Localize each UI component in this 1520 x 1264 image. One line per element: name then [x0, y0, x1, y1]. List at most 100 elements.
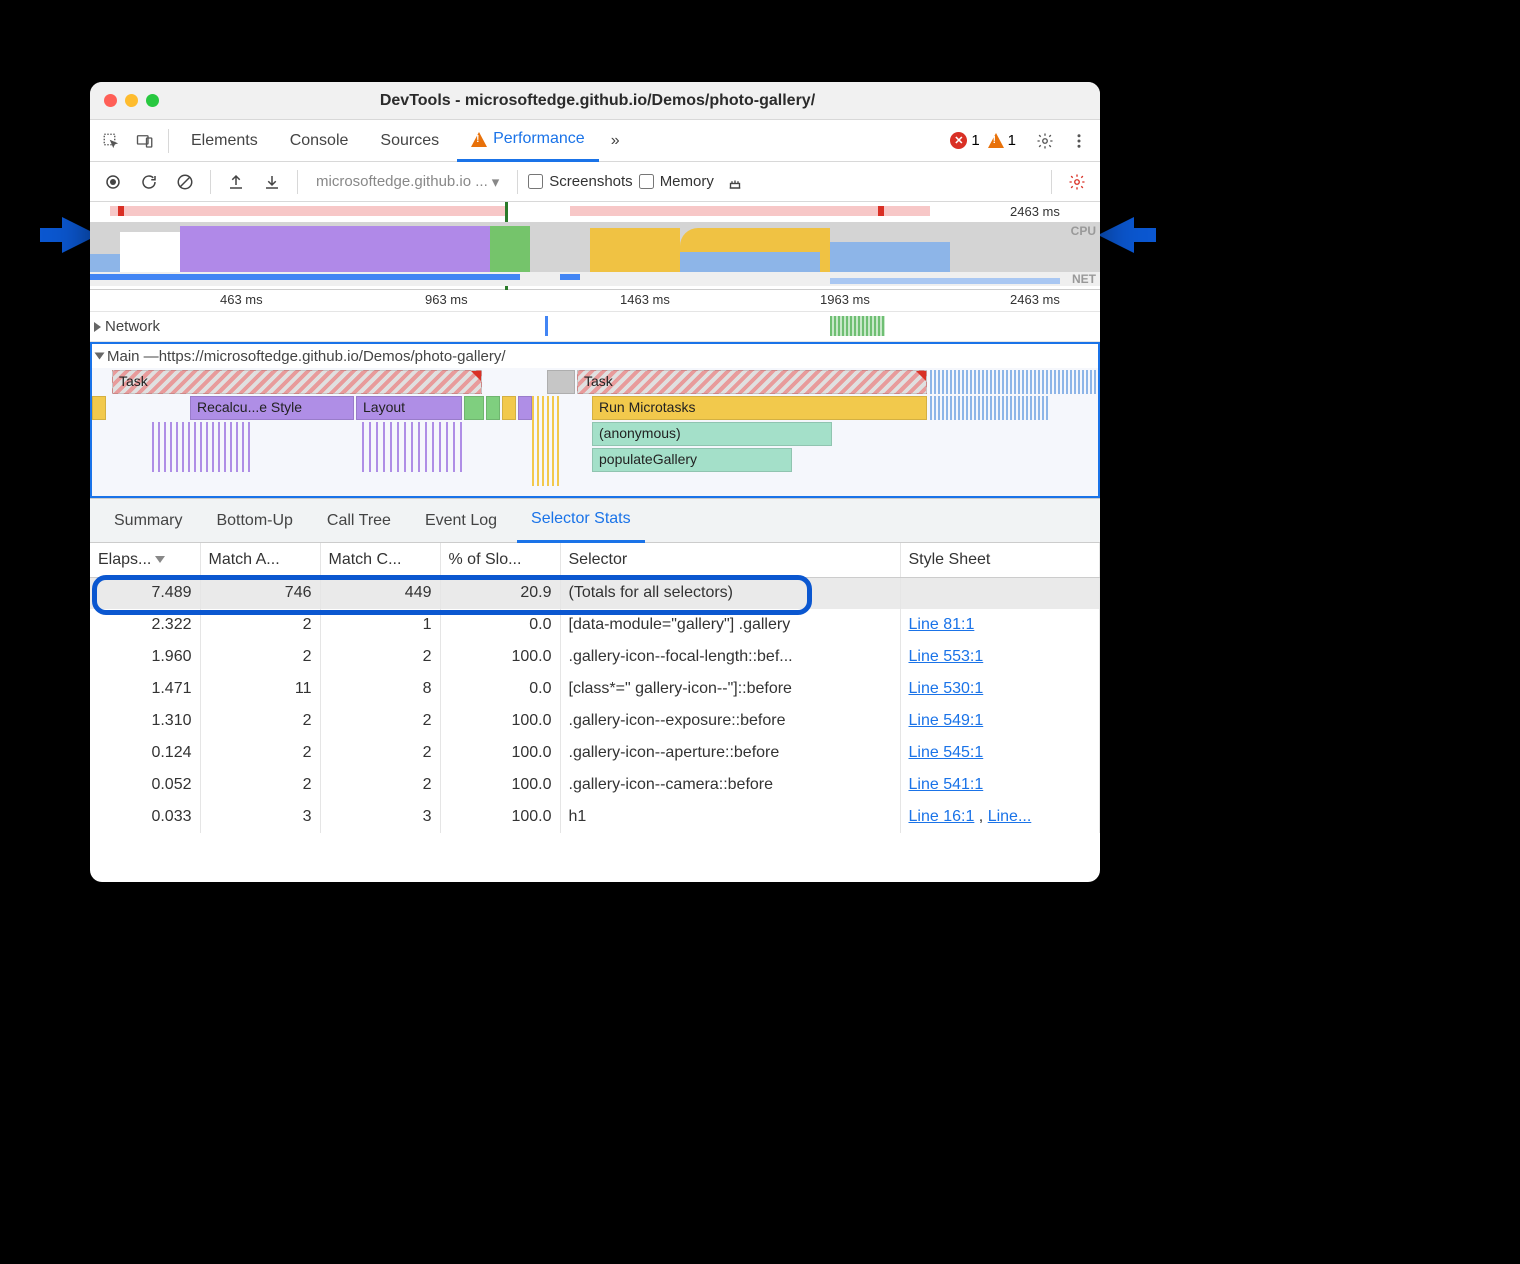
memory-checkbox[interactable]: Memory [639, 173, 714, 190]
cell-stylesheet[interactable]: Line 545:1 [900, 737, 1100, 769]
flame-stripes [532, 396, 562, 486]
flame-task[interactable]: Task [112, 370, 482, 394]
flame-task[interactable]: Task [577, 370, 927, 394]
col-stylesheet[interactable]: Style Sheet [900, 543, 1100, 577]
table-row[interactable]: 1.4711180.0[class*=" gallery-icon--"]::b… [90, 673, 1100, 705]
cell-selector: [data-module="gallery"] .gallery [560, 609, 900, 641]
device-toolbar-icon[interactable] [130, 126, 160, 156]
cell-stylesheet[interactable]: Line 81:1 [900, 609, 1100, 641]
warning-badge-icon[interactable] [988, 133, 1004, 148]
flame-populate[interactable]: populateGallery [592, 448, 792, 472]
cell-selector: (Totals for all selectors) [560, 577, 900, 609]
selector-stats-table-wrap: Elaps... Match A... Match C... % of Slo.… [90, 543, 1100, 882]
col-selector[interactable]: Selector [560, 543, 900, 577]
tab-elements[interactable]: Elements [177, 120, 272, 162]
dtab-bottomup[interactable]: Bottom-Up [202, 499, 306, 543]
inspect-element-icon[interactable] [96, 126, 126, 156]
record-icon[interactable] [98, 167, 128, 197]
main-tab-strip: Elements Console Sources Performance » ✕… [90, 120, 1100, 162]
table-row[interactable]: 1.31022100.0.gallery-icon--exposure::bef… [90, 705, 1100, 737]
flame-layout[interactable]: Layout [356, 396, 462, 420]
stylesheet-link[interactable]: Line 530:1 [909, 680, 984, 697]
reload-icon[interactable] [134, 167, 164, 197]
flame-anon[interactable]: (anonymous) [592, 422, 832, 446]
clear-icon[interactable] [170, 167, 200, 197]
window-title: DevTools - microsoftedge.github.io/Demos… [159, 92, 1036, 110]
flame-stripes [930, 370, 1098, 394]
warning-count: 1 [1008, 132, 1016, 149]
stylesheet-link[interactable]: Line 541:1 [909, 776, 984, 793]
cell-stylesheet[interactable]: Line 541:1 [900, 769, 1100, 801]
table-row[interactable]: 7.48974644920.9(Totals for all selectors… [90, 577, 1100, 609]
stylesheet-link[interactable]: Line 545:1 [909, 744, 984, 761]
stylesheet-link[interactable]: Line 549:1 [909, 712, 984, 729]
flame-block[interactable] [486, 396, 500, 420]
cell-number: 20.9 [440, 577, 560, 609]
more-icon[interactable] [1064, 126, 1094, 156]
flame-block[interactable] [92, 396, 106, 420]
cell-number: 2 [320, 641, 440, 673]
error-badge-icon[interactable]: ✕ [950, 132, 967, 149]
network-track-header[interactable]: Network [90, 312, 1100, 342]
cell-stylesheet[interactable]: Line 530:1 [900, 673, 1100, 705]
zoom-window-button[interactable] [146, 94, 159, 107]
flame-block[interactable] [518, 396, 532, 420]
tab-console[interactable]: Console [276, 120, 363, 162]
upload-icon[interactable] [221, 167, 251, 197]
flame-chart[interactable]: Task Task Recalcu...e Style Layout Run M… [90, 368, 1100, 498]
minimize-window-button[interactable] [125, 94, 138, 107]
collect-garbage-icon[interactable] [720, 167, 750, 197]
close-window-button[interactable] [104, 94, 117, 107]
col-match-attempts[interactable]: Match A... [200, 543, 320, 577]
table-row[interactable]: 0.05222100.0.gallery-icon--camera::befor… [90, 769, 1100, 801]
cell-number: 2 [320, 769, 440, 801]
net-lane: NET [90, 272, 1100, 286]
flame-microtasks[interactable]: Run Microtasks [592, 396, 927, 420]
expand-icon [94, 322, 101, 332]
main-url: https://microsoftedge.github.io/Demos/ph… [159, 348, 506, 365]
detail-tab-strip: Summary Bottom-Up Call Tree Event Log Se… [90, 499, 1100, 543]
flame-block[interactable] [502, 396, 516, 420]
cell-number: 449 [320, 577, 440, 609]
flame-block[interactable] [464, 396, 484, 420]
cell-number: 0.0 [440, 609, 560, 641]
cell-stylesheet[interactable]: Line 553:1 [900, 641, 1100, 673]
cell-number: 100.0 [440, 769, 560, 801]
dtab-calltree[interactable]: Call Tree [313, 499, 405, 543]
dtab-summary[interactable]: Summary [100, 499, 196, 543]
flame-recalc[interactable]: Recalcu...e Style [190, 396, 354, 420]
flame-task-label: Task [584, 373, 613, 389]
col-pct-slow[interactable]: % of Slo... [440, 543, 560, 577]
tab-performance[interactable]: Performance [457, 120, 599, 162]
flame-block[interactable] [547, 370, 575, 394]
main-track-header[interactable]: Main — https://microsoftedge.github.io/D… [90, 342, 1100, 368]
table-row[interactable]: 0.12422100.0.gallery-icon--aperture::bef… [90, 737, 1100, 769]
timeline-overview[interactable]: 463 ms 963 ms 1463 ms 1963 ms 2463 ms CP… [90, 202, 1100, 290]
table-row[interactable]: 2.322210.0[data-module="gallery"] .galle… [90, 609, 1100, 641]
capture-settings-icon[interactable] [1062, 167, 1092, 197]
host-dropdown[interactable]: microsoftedge.github.io ... ▾ [308, 171, 507, 193]
flame-stripes [362, 422, 462, 472]
table-row[interactable]: 1.96022100.0.gallery-icon--focal-length:… [90, 641, 1100, 673]
cell-number: 2 [200, 737, 320, 769]
cell-number: 1.310 [90, 705, 200, 737]
settings-icon[interactable] [1030, 126, 1060, 156]
stylesheet-link[interactable]: Line 553:1 [909, 648, 984, 665]
cell-stylesheet[interactable]: Line 549:1 [900, 705, 1100, 737]
download-icon[interactable] [257, 167, 287, 197]
cell-stylesheet [900, 577, 1100, 609]
col-match-count[interactable]: Match C... [320, 543, 440, 577]
tab-overflow[interactable]: » [603, 120, 628, 162]
dtab-selector-stats[interactable]: Selector Stats [517, 499, 645, 543]
tab-sources[interactable]: Sources [366, 120, 453, 162]
stylesheet-link[interactable]: Line... [988, 808, 1032, 825]
cell-selector: .gallery-icon--aperture::before [560, 737, 900, 769]
dtab-eventlog[interactable]: Event Log [411, 499, 511, 543]
col-elapsed[interactable]: Elaps... [90, 543, 200, 577]
stylesheet-link[interactable]: Line 81:1 [909, 616, 975, 633]
table-row[interactable]: 0.03333100.0h1Line 16:1 , Line... [90, 801, 1100, 833]
stylesheet-link[interactable]: Line 16:1 [909, 808, 975, 825]
cell-stylesheet[interactable]: Line 16:1 , Line... [900, 801, 1100, 833]
screenshots-checkbox[interactable]: Screenshots [528, 173, 632, 190]
cell-number: 3 [200, 801, 320, 833]
